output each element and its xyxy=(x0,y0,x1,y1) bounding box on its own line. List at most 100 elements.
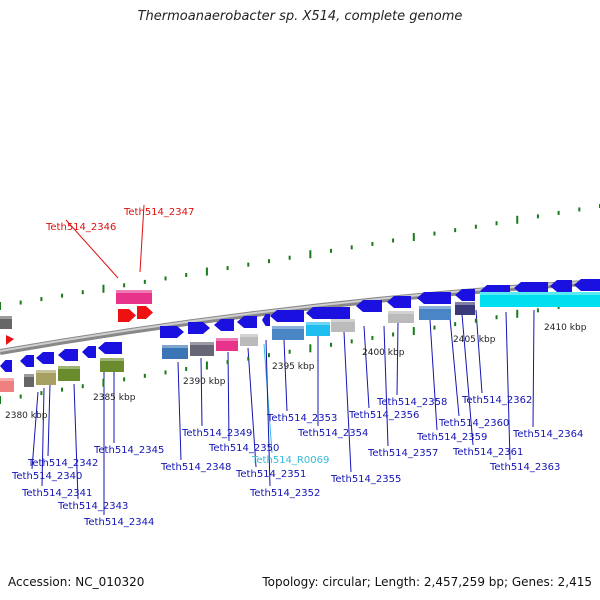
gene-label[interactable]: Teth514_2351 xyxy=(235,469,306,480)
gene-label[interactable]: Teth514_2353 xyxy=(266,413,337,424)
label-leader xyxy=(505,311,511,461)
gene-label[interactable]: Teth514_2341 xyxy=(21,488,92,499)
label-leader xyxy=(396,321,399,396)
label-leader xyxy=(227,351,230,442)
gene-arrow xyxy=(237,316,257,328)
label-leader xyxy=(139,204,145,273)
gene-box xyxy=(306,322,330,336)
label-leader xyxy=(177,361,182,461)
label-leader xyxy=(383,325,389,447)
gene-label[interactable]: Teth514_2350 xyxy=(208,443,279,454)
gene-label[interactable]: Teth514_2364 xyxy=(512,429,583,440)
rrna-feature-shine xyxy=(480,292,600,295)
gene-label[interactable]: Teth514_2352 xyxy=(249,488,320,499)
gene-arrow xyxy=(455,289,475,301)
gene-label[interactable]: Teth514_R0069 xyxy=(251,455,329,466)
gene-box xyxy=(455,302,475,315)
label-leader xyxy=(343,331,352,473)
gene-box-shine xyxy=(331,319,355,322)
label-leader xyxy=(265,339,271,487)
gene-label[interactable]: Teth514_2358 xyxy=(376,397,447,408)
label-leader xyxy=(31,391,39,470)
label-leader xyxy=(247,347,257,468)
gene-arrow xyxy=(82,346,96,358)
gene-box xyxy=(419,306,451,320)
scale-label: 2385 kbp xyxy=(93,393,136,403)
gene-label[interactable]: Teth514_2355 xyxy=(330,474,401,485)
gene-label[interactable]: Teth514_2346 xyxy=(45,222,116,233)
gene-box-shine xyxy=(216,338,238,341)
gene-box xyxy=(190,342,214,356)
map-title: Thermoanaerobacter sp. X514, complete ge… xyxy=(137,9,463,24)
gene-arrow xyxy=(417,292,451,304)
gene-box xyxy=(388,311,414,323)
scale-label: 2390 kbp xyxy=(183,377,226,387)
gene-label[interactable]: Teth514_2347 xyxy=(123,207,194,218)
gene-box-shine xyxy=(100,358,124,361)
gene-box-shine xyxy=(455,302,475,305)
gene-box-shine xyxy=(272,326,304,329)
gene-label[interactable]: Teth514_2361 xyxy=(452,447,523,458)
gene-label[interactable]: Teth514_2343 xyxy=(57,501,128,512)
gene-arrow xyxy=(262,314,270,326)
label-leader xyxy=(65,219,119,279)
highlight-gene-2347 xyxy=(116,290,152,304)
gene-label[interactable]: Teth514_2340 xyxy=(11,471,82,482)
gene-box xyxy=(240,334,258,346)
scale-label: 2410 kbp xyxy=(544,323,587,333)
gene-label[interactable]: Teth514_2344 xyxy=(83,517,154,528)
gene-box xyxy=(272,326,304,340)
label-leader xyxy=(461,313,474,446)
gene-box xyxy=(216,338,238,351)
gene-arrow xyxy=(356,300,382,312)
scale-label: 2395 kbp xyxy=(272,362,315,372)
gene-arrow xyxy=(160,326,184,338)
label-leader xyxy=(41,387,45,487)
highlight-gene-2347-shine xyxy=(116,290,152,293)
gene-box xyxy=(100,358,124,372)
label-leader xyxy=(532,309,535,428)
gene-arrow xyxy=(270,310,304,322)
gene-arrow xyxy=(387,296,411,308)
gene-box-shine xyxy=(388,311,414,314)
gene-box-shine xyxy=(24,374,34,377)
gene-arrow xyxy=(550,280,572,292)
label-leader xyxy=(73,383,79,500)
gene-label[interactable]: Teth514_2356 xyxy=(348,410,419,421)
gene-label[interactable]: Teth514_2342 xyxy=(27,458,98,469)
gene-label[interactable]: Teth514_2363 xyxy=(489,462,560,473)
label-leader xyxy=(283,339,288,412)
highlight-arrow-2346 xyxy=(118,309,136,322)
gene-arrow xyxy=(514,282,548,294)
gene-box xyxy=(58,366,80,381)
gene-label[interactable]: Teth514_2362 xyxy=(461,395,532,406)
label-leader xyxy=(363,325,370,409)
gene-box-shine xyxy=(190,342,214,345)
gene-box-shine xyxy=(0,316,12,319)
gene-labels: 2380 kbp 2385 kbp 2390 kbp 2395 kbp 2400 kbp… xyxy=(5,207,587,528)
highlight-arrow-2346b xyxy=(137,306,153,319)
label-leaders xyxy=(31,204,535,515)
gene-label[interactable]: Teth514_2359 xyxy=(416,432,487,443)
gene-label[interactable]: Teth514_2360 xyxy=(438,418,509,429)
gene-label[interactable]: Teth514_2354 xyxy=(297,428,368,439)
gene-label[interactable]: Teth514_2357 xyxy=(367,448,438,459)
gene-features xyxy=(0,279,600,392)
label-leader xyxy=(47,383,51,457)
rrna-feature xyxy=(480,292,600,307)
gene-label[interactable]: Teth514_2348 xyxy=(160,462,231,473)
gene-box xyxy=(0,316,12,329)
gene-box xyxy=(0,378,14,392)
gene-arrow xyxy=(98,342,122,354)
gene-box-shine xyxy=(0,378,14,381)
gene-label[interactable]: Teth514_2349 xyxy=(181,428,252,439)
label-leader xyxy=(449,317,460,417)
gene-box xyxy=(36,370,56,385)
gene-label[interactable]: Teth514_2345 xyxy=(93,445,164,456)
gene-arrow xyxy=(306,307,350,319)
gene-box-shine xyxy=(306,322,330,325)
label-leader xyxy=(475,309,483,394)
label-leader xyxy=(200,357,203,427)
gene-box xyxy=(162,345,188,359)
